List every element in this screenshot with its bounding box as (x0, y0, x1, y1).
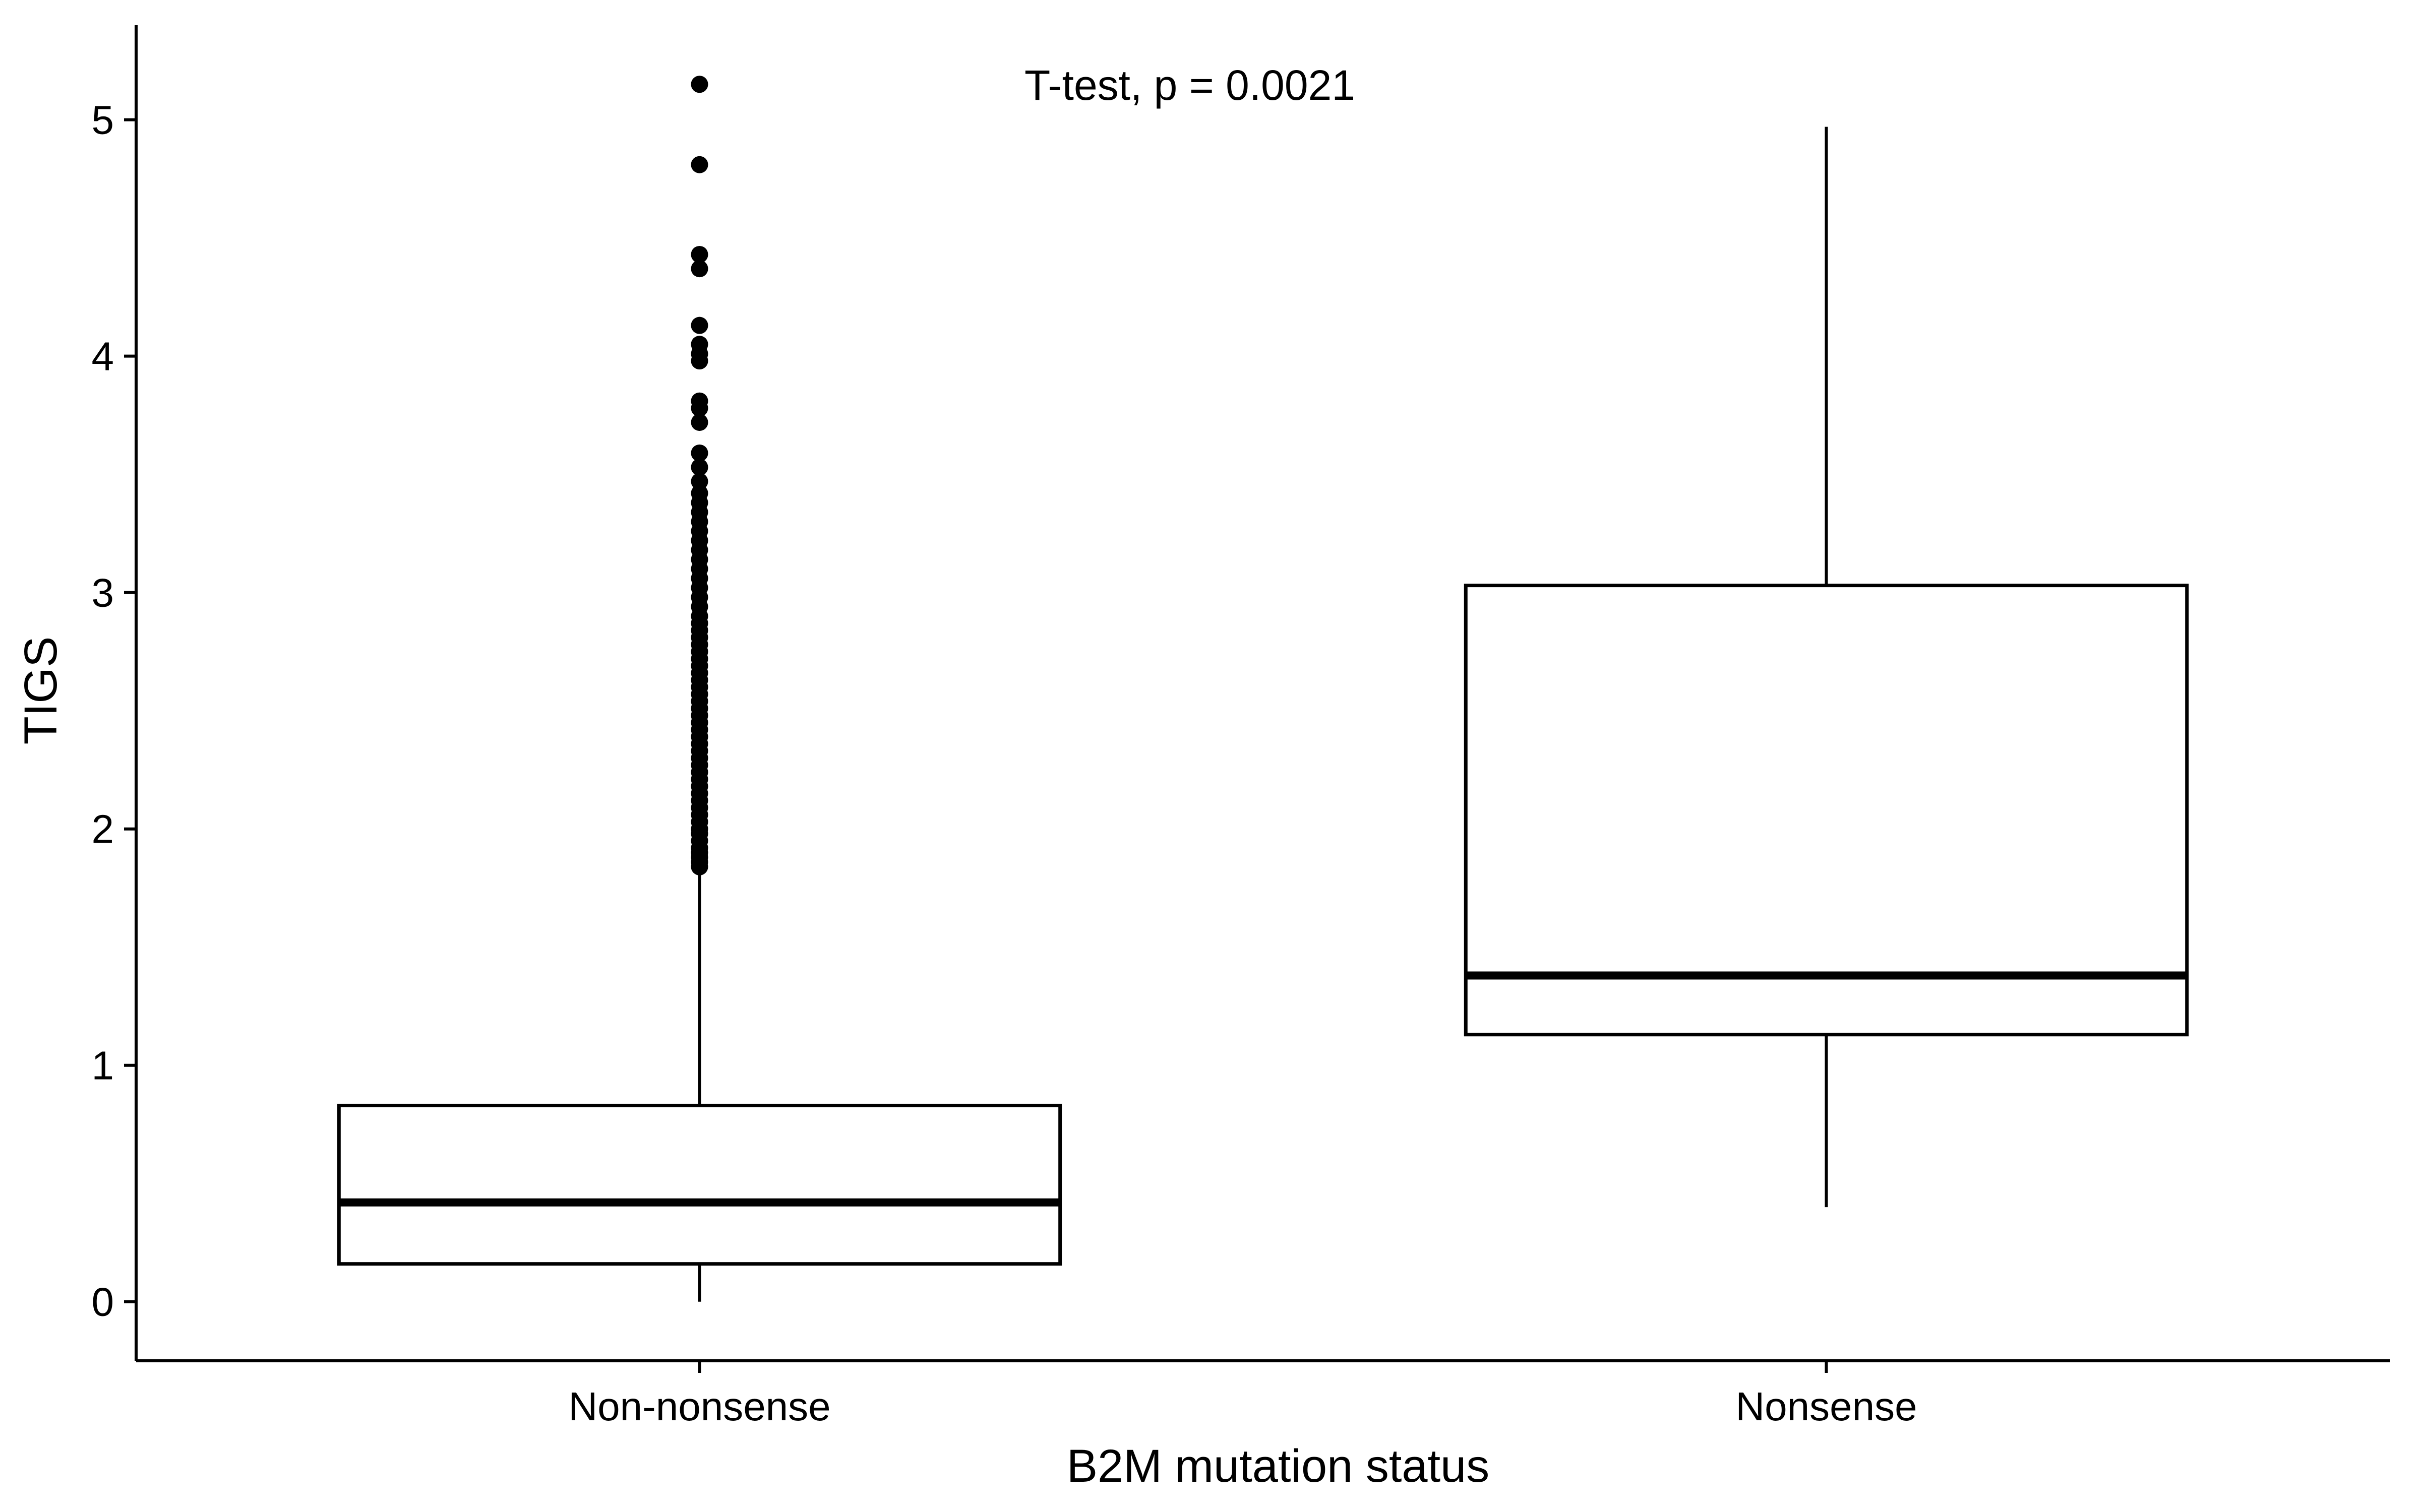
outlier-point (691, 317, 708, 334)
t-test-annotation: T-test, p = 0.0021 (1024, 61, 1355, 109)
outlier-point (691, 156, 708, 173)
y-tick-label: 1 (92, 1043, 114, 1088)
box-iqr (337, 1103, 1062, 1266)
x-ticks: Non-nonsense Nonsense (568, 1361, 1917, 1429)
outlier-point (691, 260, 708, 278)
boxes (337, 127, 2189, 1302)
x-axis-title: B2M mutation status (1067, 1440, 1490, 1492)
outlier-point (691, 336, 708, 353)
outlier-point (691, 392, 708, 410)
outliers (691, 76, 708, 875)
box-iqr (1464, 584, 2189, 1037)
y-tick-label: 5 (92, 98, 114, 143)
x-tick-label: Non-nonsense (568, 1384, 830, 1429)
y-ticks: 0 1 2 3 4 5 (92, 98, 136, 1325)
outlier-point (691, 76, 708, 93)
y-tick-label: 2 (92, 807, 114, 852)
x-tick-label: Nonsense (1735, 1384, 1917, 1429)
outlier-point (691, 459, 708, 476)
y-axis-title: TIGS (15, 637, 67, 745)
outlier-point (691, 444, 708, 462)
outlier-point (691, 473, 708, 490)
axes (135, 25, 2390, 1362)
y-tick-label: 3 (92, 571, 114, 615)
y-tick-label: 4 (92, 334, 114, 379)
y-tick-label: 0 (92, 1280, 114, 1325)
outlier-point (691, 484, 708, 502)
outlier-point (691, 413, 708, 431)
outlier-point (691, 245, 708, 263)
